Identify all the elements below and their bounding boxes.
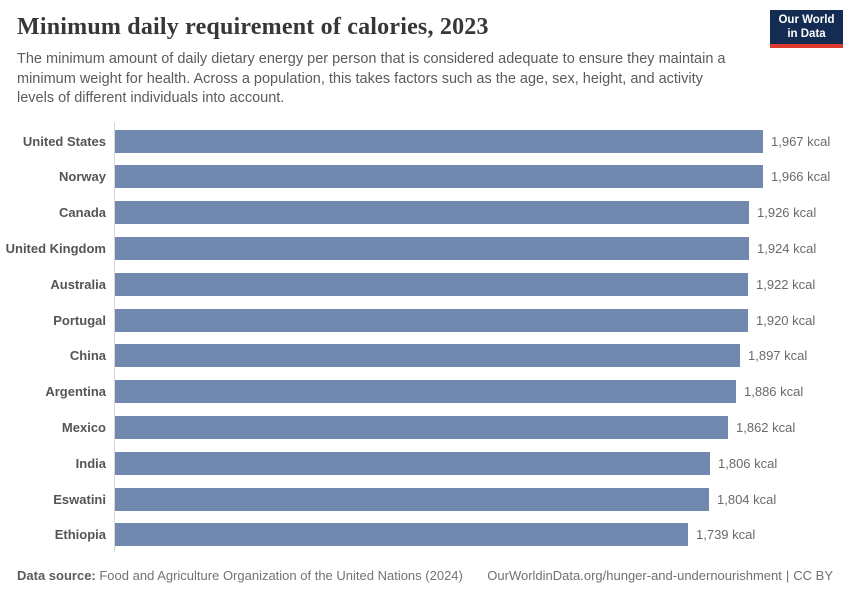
bar[interactable] xyxy=(115,165,763,188)
category-label: United States xyxy=(22,134,106,149)
bar[interactable] xyxy=(115,273,748,296)
owid-logo-line2: in Data xyxy=(787,27,826,40)
category-label: United Kingdom xyxy=(5,241,106,256)
category-label: Argentina xyxy=(45,384,106,399)
category-label: Canada xyxy=(59,205,106,220)
value-label: 1,804 kcal xyxy=(717,492,777,507)
value-label: 1,886 kcal xyxy=(744,384,804,399)
chart-subtitle: The minimum amount of daily dietary ener… xyxy=(17,51,726,106)
footer-attribution: OurWorldinData.org/hunger-and-undernouri… xyxy=(487,568,833,583)
category-label: Ethiopia xyxy=(54,527,106,542)
bar[interactable] xyxy=(115,309,748,332)
category-label: Mexico xyxy=(61,420,106,435)
bar[interactable] xyxy=(115,452,710,475)
value-label: 1,924 kcal xyxy=(757,241,817,256)
bar-chart: United States 1,967 kcal Norway 1,966 kcal C… xyxy=(0,122,850,556)
data-source: Data source: Food and Agriculture Organi… xyxy=(17,568,463,583)
category-label: China xyxy=(69,348,106,363)
bar[interactable] xyxy=(115,523,688,546)
value-label: 1,897 kcal xyxy=(748,348,808,363)
value-label: 1,966 kcal xyxy=(771,169,831,184)
license-label[interactable]: CC BY xyxy=(793,568,833,583)
data-source-label: Data source: xyxy=(17,568,96,583)
category-label: India xyxy=(75,456,106,471)
y-axis-line xyxy=(114,122,115,552)
category-label: Portugal xyxy=(53,313,106,328)
bar[interactable] xyxy=(115,237,749,260)
page-title: Minimum daily requirement of calories, 2… xyxy=(17,14,489,40)
bar[interactable] xyxy=(115,416,728,439)
bar[interactable] xyxy=(115,130,763,153)
bar[interactable] xyxy=(115,488,709,511)
owid-logo[interactable]: Our World in Data xyxy=(770,10,843,48)
value-label: 1,862 kcal xyxy=(736,420,796,435)
value-label: 1,967 kcal xyxy=(771,134,831,149)
category-label: Norway xyxy=(59,169,106,184)
value-label: 1,922 kcal xyxy=(756,277,816,292)
value-label: 1,920 kcal xyxy=(756,313,816,328)
owid-link[interactable]: OurWorldinData.org/hunger-and-undernouri… xyxy=(487,568,782,583)
owid-logo-line1: Our World xyxy=(778,14,835,26)
category-label: Australia xyxy=(50,277,106,292)
bar[interactable] xyxy=(115,201,749,224)
value-label: 1,926 kcal xyxy=(757,205,817,220)
value-label: 1,739 kcal xyxy=(696,527,756,542)
bar[interactable] xyxy=(115,344,740,367)
footer-separator: | xyxy=(785,568,790,583)
bar[interactable] xyxy=(115,380,736,403)
data-source-text: Food and Agriculture Organization of the… xyxy=(95,568,463,583)
category-label: Eswatini xyxy=(53,492,106,507)
value-label: 1,806 kcal xyxy=(718,456,778,471)
